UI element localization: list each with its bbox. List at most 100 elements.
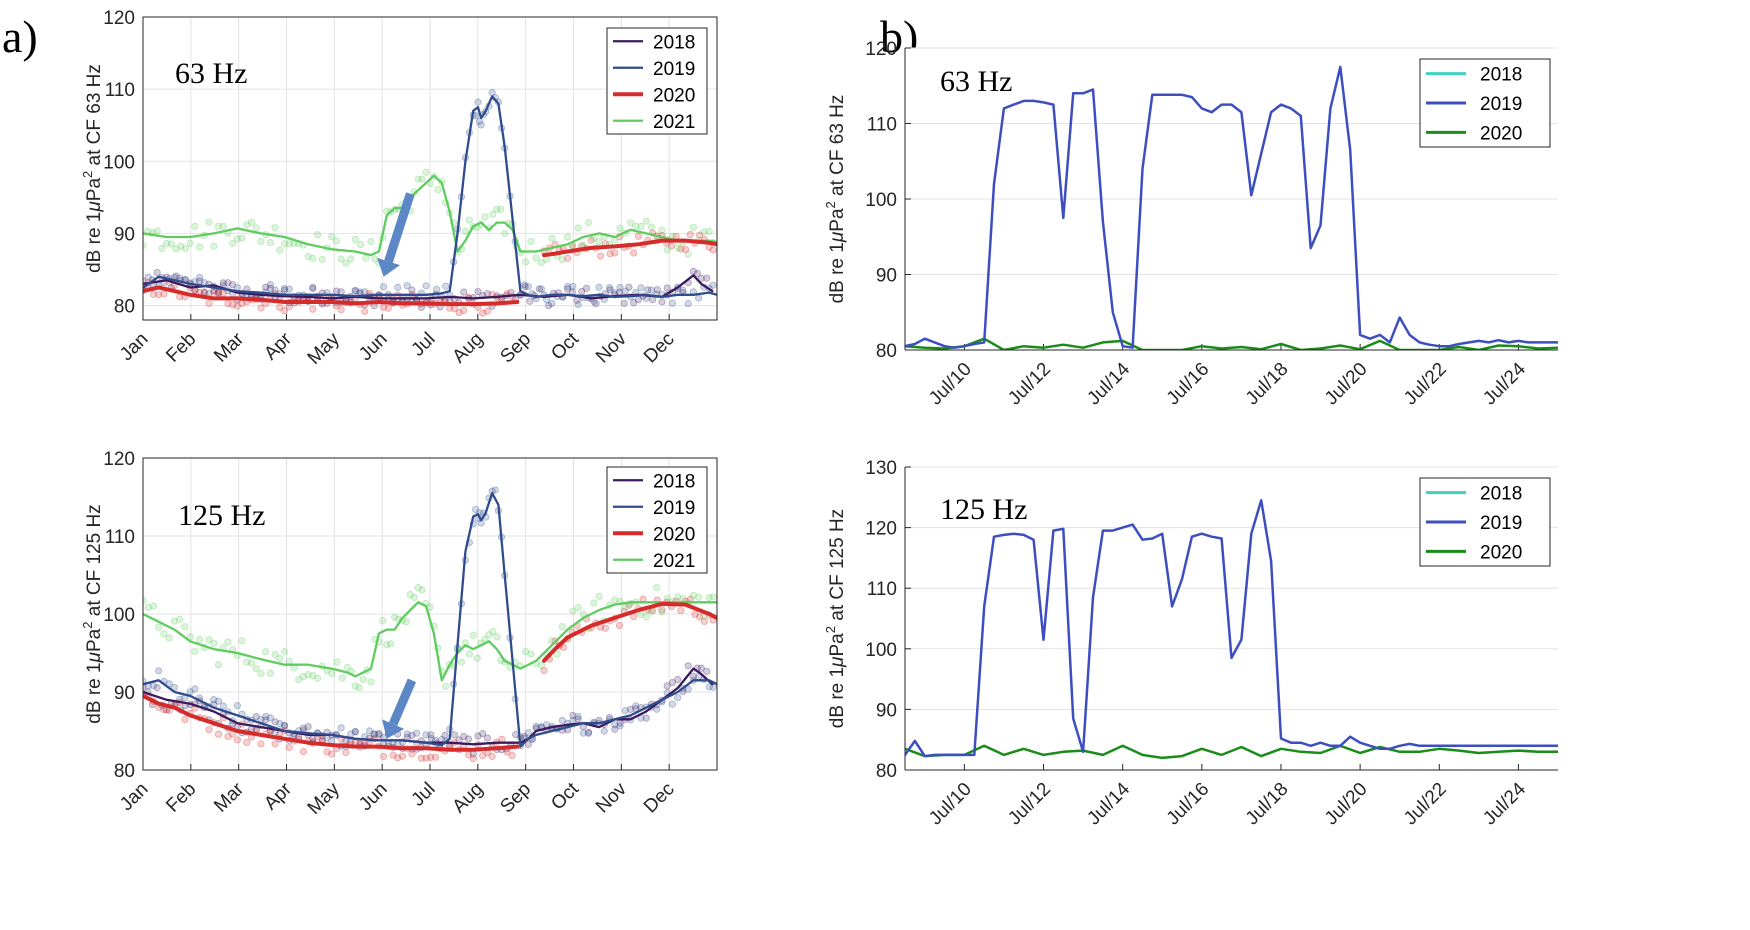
series-line-2020 <box>143 601 717 752</box>
series-line-2018 <box>143 667 714 746</box>
data-point-2021 <box>410 593 418 602</box>
data-point-2020 <box>488 752 496 760</box>
data-point-2019 <box>684 685 692 693</box>
data-point-2018 <box>483 734 491 742</box>
data-point-2021 <box>214 222 223 231</box>
data-point-2019 <box>191 685 199 693</box>
data-point-2018 <box>606 286 614 294</box>
data-point-2021 <box>338 674 346 682</box>
legend-label-2019: 2019 <box>1480 94 1522 115</box>
data-point-2019 <box>280 722 289 730</box>
data-point-2021 <box>238 637 246 645</box>
y-tick-label: 80 <box>876 761 897 782</box>
data-point-2021 <box>155 623 163 631</box>
data-point-2021 <box>280 240 289 248</box>
data-point-2021 <box>210 639 218 647</box>
data-point-2018 <box>280 721 289 729</box>
data-point-2020 <box>681 245 690 254</box>
ylabel-rest: at CF 63 Hz <box>84 64 105 171</box>
data-point-2021 <box>465 650 473 658</box>
data-point-2020 <box>479 309 487 317</box>
data-point-2021 <box>356 240 365 249</box>
data-point-2021 <box>590 599 598 607</box>
data-point-2021 <box>304 671 312 679</box>
y-axis-label: dB re 1μPa2 at CF 63 Hz <box>80 64 105 273</box>
data-point-2019 <box>285 285 293 293</box>
data-point-2021 <box>266 239 274 247</box>
ylabel-superscript: 2 <box>80 171 95 178</box>
data-point-2019 <box>394 283 402 292</box>
data-point-2019 <box>621 287 629 295</box>
data-point-2019 <box>532 722 540 731</box>
axes-frame <box>142 457 718 771</box>
data-point-2019 <box>584 729 593 737</box>
data-point-2020 <box>219 289 227 297</box>
data-point-2021 <box>626 219 635 227</box>
data-point-2021 <box>574 224 582 232</box>
y-axis-label: dB re 1μPa2 at CF 125 Hz <box>80 504 105 723</box>
data-point-2020 <box>686 231 694 239</box>
data-point-2018 <box>474 287 482 296</box>
data-point-2021 <box>210 242 218 250</box>
data-point-2021 <box>238 234 246 242</box>
data-point-2021 <box>569 607 577 615</box>
data-point-2021 <box>689 591 698 599</box>
data-point-2020 <box>398 752 407 760</box>
data-point-2018 <box>408 286 416 294</box>
data-point-2019 <box>472 505 480 514</box>
data-point-2021 <box>158 244 166 253</box>
data-point-2020 <box>587 236 595 244</box>
data-point-2021 <box>266 669 274 677</box>
data-point-2019 <box>337 724 345 732</box>
data-point-2021 <box>257 238 265 246</box>
data-point-2019 <box>155 667 163 675</box>
data-point-2019 <box>403 282 411 290</box>
data-point-2021 <box>616 224 624 232</box>
data-point-2021 <box>553 650 561 658</box>
data-point-2019 <box>233 702 241 710</box>
legend-label-2018: 2018 <box>1480 484 1522 505</box>
data-point-2021 <box>243 658 251 666</box>
data-point-2019 <box>432 285 441 294</box>
data-point-2018 <box>684 662 692 670</box>
ylabel-mu: μ <box>827 656 848 668</box>
data-point-2021 <box>181 244 190 253</box>
data-point-2021 <box>247 218 256 226</box>
data-point-2021 <box>705 227 713 236</box>
data-point-2021 <box>191 647 199 655</box>
series-line-2021 <box>143 601 717 682</box>
data-point-2018 <box>625 283 633 291</box>
ylabel-part: dB re 1 <box>827 667 848 728</box>
data-point-2021 <box>501 229 509 238</box>
data-point-2021 <box>481 213 489 221</box>
y-tick-label: 100 <box>103 152 135 173</box>
series-line-2019 <box>143 95 717 299</box>
data-point-2019 <box>403 730 411 738</box>
data-point-2021 <box>684 250 692 258</box>
y-tick-label: 80 <box>876 341 897 362</box>
chart-b-63hz: 80 90 100 110 120 Jul/10 Jul/12 Jul/14 Jul/16 Jul… <box>823 39 1558 409</box>
data-point-2021 <box>149 602 158 610</box>
data-point-2019 <box>214 697 223 705</box>
ylabel-part: dB re 1 <box>827 242 848 303</box>
series-line-2020 <box>905 744 1558 760</box>
data-point-2021 <box>367 238 375 246</box>
data-point-2021 <box>391 613 399 621</box>
data-point-2021 <box>689 223 698 231</box>
frequency-title: 63 Hz <box>940 65 1012 98</box>
data-point-2021 <box>170 617 179 625</box>
ylabel-unit: Pa <box>84 178 105 202</box>
data-point-2021 <box>695 593 703 601</box>
data-point-2019 <box>351 728 359 736</box>
data-point-2018 <box>299 724 308 732</box>
data-point-2019 <box>491 486 499 494</box>
data-point-2020 <box>611 249 619 257</box>
y-tick-label: 120 <box>103 449 135 470</box>
data-point-2021 <box>442 682 450 691</box>
data-point-2020 <box>361 307 369 315</box>
data-point-2021 <box>527 650 535 658</box>
data-point-2018 <box>626 705 635 713</box>
data-point-2019 <box>442 282 450 290</box>
x-tick-label: Jul/14 <box>1084 778 1135 829</box>
data-point-2021 <box>313 231 322 239</box>
